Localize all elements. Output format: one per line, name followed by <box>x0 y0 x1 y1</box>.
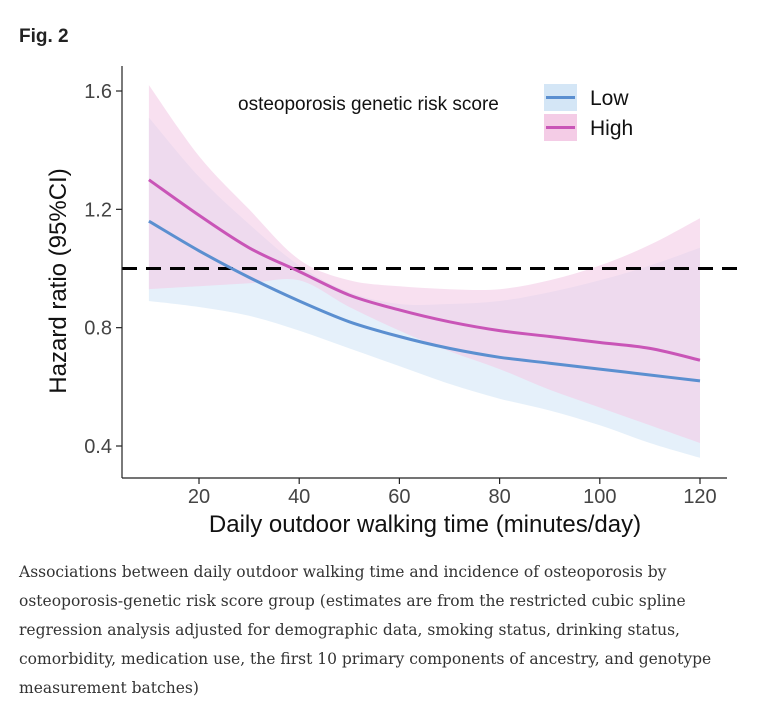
series-lines <box>148 178 701 383</box>
legend-title: osteoporosis genetic risk score <box>238 94 499 115</box>
legend: osteoporosis genetic risk score Low High <box>238 84 633 141</box>
confidence-band-high <box>148 85 700 443</box>
chart: 0.4 0.8 1.2 1.6 20 40 60 80 100 120 Hazard ratio… <box>45 66 737 538</box>
x-ticks: 20 40 60 80 100 120 <box>188 478 717 508</box>
series-line-high <box>148 178 701 362</box>
y-tick-label: 0.4 <box>84 436 112 458</box>
y-ticks: 0.4 0.8 1.2 1.6 <box>84 81 122 458</box>
y-tick-label: 1.2 <box>84 199 112 221</box>
y-tick-label: 0.8 <box>84 318 112 340</box>
x-tick-label: 60 <box>388 486 410 508</box>
x-axis-title: Daily outdoor walking time (minutes/day) <box>209 511 641 538</box>
y-tick-label: 1.6 <box>84 81 112 103</box>
legend-label-high: High <box>590 117 633 140</box>
x-tick-label: 100 <box>583 486 616 508</box>
x-tick-label: 20 <box>188 486 210 508</box>
figure-label: Fig. 2 <box>19 26 69 47</box>
y-axis-title: Hazard ratio (95%CI) <box>45 168 72 393</box>
series-line-low <box>148 219 701 383</box>
x-tick-label: 40 <box>288 486 310 508</box>
confidence-bands <box>148 85 700 458</box>
figure-caption: Associations between daily outdoor walki… <box>19 563 712 697</box>
x-tick-label: 80 <box>488 486 510 508</box>
x-tick-label: 120 <box>683 486 716 508</box>
legend-label-low: Low <box>590 87 629 110</box>
